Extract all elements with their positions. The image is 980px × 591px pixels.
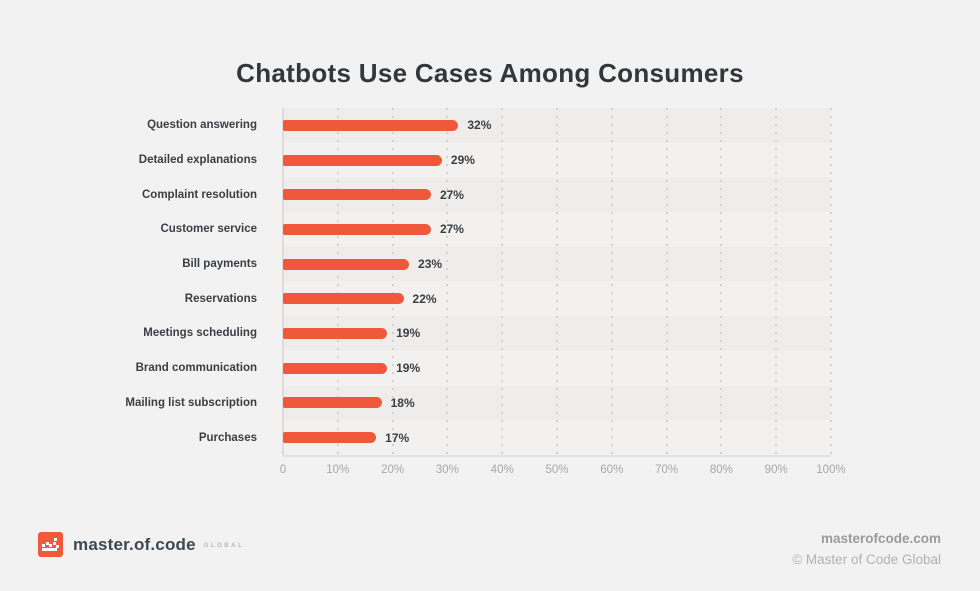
value-label: 19% bbox=[396, 326, 421, 341]
bar bbox=[283, 293, 404, 305]
bar-track: 22% bbox=[283, 281, 831, 317]
category-label: Bill payments bbox=[182, 258, 257, 271]
bar-row: Mailing list subscription 18% bbox=[0, 385, 980, 421]
bar-row: Reservations 22% bbox=[0, 281, 980, 317]
bar-track: 32% bbox=[283, 108, 831, 143]
x-axis: 0 10% 20% 30% 40% 50% 60% 70% 80% 90% 10… bbox=[279, 464, 846, 480]
bar-row: Customer service 27% bbox=[0, 212, 980, 247]
bar-row: Brand communication 19% bbox=[0, 350, 980, 386]
bar bbox=[283, 362, 388, 374]
value-label: 17% bbox=[385, 430, 410, 445]
website-text: masterofcode.com bbox=[820, 531, 941, 546]
bar bbox=[283, 154, 442, 166]
bar-track: 17% bbox=[283, 420, 831, 455]
x-tick-label: 100% bbox=[816, 464, 846, 476]
x-tick-label: 70% bbox=[655, 464, 679, 476]
bar-row: Complaint resolution 27% bbox=[0, 177, 980, 213]
bar-row: Purchases 17% bbox=[0, 420, 980, 455]
category-label: Meetings scheduling bbox=[143, 327, 257, 340]
value-label: 27% bbox=[439, 187, 464, 202]
bar bbox=[283, 119, 459, 131]
bar bbox=[283, 327, 388, 339]
x-tick-label: 60% bbox=[600, 464, 624, 476]
bar bbox=[283, 397, 382, 409]
bar-row: Bill payments 23% bbox=[0, 246, 980, 282]
chart-title: Chatbots Use Cases Among Consumers bbox=[236, 58, 744, 89]
footer-credits: masterofcode.com © Master of Code Global bbox=[792, 531, 941, 567]
x-tick-label: 30% bbox=[435, 464, 459, 476]
value-label: 32% bbox=[467, 118, 492, 133]
value-label: 19% bbox=[396, 361, 421, 376]
value-label: 23% bbox=[418, 257, 443, 272]
category-label: Reservations bbox=[184, 292, 257, 305]
bar bbox=[283, 223, 431, 235]
category-label: Brand communication bbox=[135, 362, 257, 375]
brand-logo: master.of.code GLOBAL bbox=[38, 532, 244, 557]
category-label: Mailing list subscription bbox=[125, 396, 257, 409]
category-label: Purchases bbox=[198, 431, 257, 444]
value-label: 27% bbox=[439, 222, 464, 237]
value-label: 18% bbox=[390, 395, 415, 410]
bar-chart: Question answering 32% Detailed explanat… bbox=[0, 108, 980, 455]
x-tick-label: 20% bbox=[381, 464, 405, 476]
copyright-text: © Master of Code Global bbox=[792, 552, 941, 567]
bar-track: 23% bbox=[283, 246, 831, 282]
brand-wordmark: master.of.code bbox=[73, 534, 196, 554]
value-label: 29% bbox=[450, 153, 475, 168]
category-label: Question answering bbox=[147, 119, 257, 132]
brand-suffix: GLOBAL bbox=[203, 543, 245, 549]
category-label: Detailed explanations bbox=[138, 154, 257, 167]
master-of-code-crown-icon bbox=[38, 532, 63, 557]
bar-track: 19% bbox=[283, 350, 831, 386]
x-tick-label: 0 bbox=[279, 464, 287, 476]
category-label: Complaint resolution bbox=[142, 188, 257, 201]
x-tick-label: 80% bbox=[709, 464, 733, 476]
category-label: Customer service bbox=[160, 223, 257, 236]
bar-track: 19% bbox=[283, 316, 831, 351]
value-label: 22% bbox=[412, 291, 437, 306]
x-tick-label: 90% bbox=[764, 464, 788, 476]
bar-row: Meetings scheduling 19% bbox=[0, 316, 980, 351]
bar-row: Detailed explanations 29% bbox=[0, 142, 980, 178]
bar-track: 27% bbox=[283, 212, 831, 247]
x-tick-label: 10% bbox=[326, 464, 350, 476]
bar-track: 29% bbox=[283, 142, 831, 178]
bar bbox=[283, 189, 431, 201]
x-tick-label: 40% bbox=[490, 464, 514, 476]
x-tick-label: 50% bbox=[545, 464, 569, 476]
bar-track: 27% bbox=[283, 177, 831, 213]
bar-row: Question answering 32% bbox=[0, 108, 980, 143]
bar bbox=[283, 258, 410, 270]
bar bbox=[283, 432, 377, 444]
bar-track: 18% bbox=[283, 385, 831, 421]
